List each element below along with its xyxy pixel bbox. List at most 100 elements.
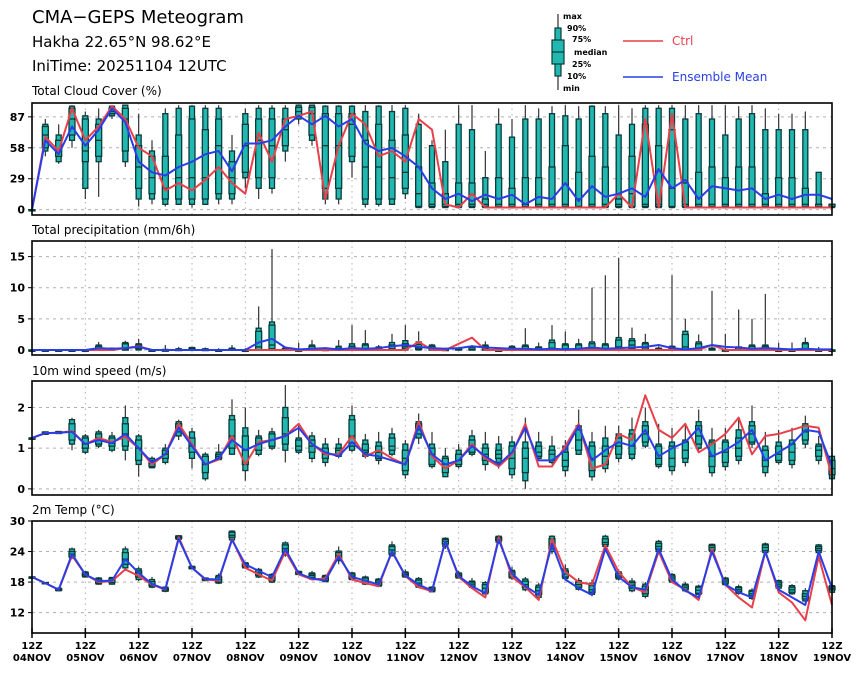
x-tick-date: 08NOV xyxy=(226,653,265,664)
ensemble-mean-line-wind xyxy=(31,424,833,467)
ensemble-box xyxy=(81,111,89,199)
ensemble-mean-line-precip xyxy=(32,337,832,351)
box-p25-p75 xyxy=(361,443,369,453)
x-tick-hour: 12Z xyxy=(181,641,202,652)
box-p25-p75 xyxy=(535,177,543,208)
ensemble-box xyxy=(748,318,756,351)
ensemble-box xyxy=(601,275,609,351)
ensemble-box xyxy=(735,419,743,465)
box-p25-p75 xyxy=(361,139,369,200)
y-tick-label: 1 xyxy=(17,442,25,455)
ensemble-box xyxy=(615,105,623,209)
legend-p75-label: 75% xyxy=(572,35,591,44)
y-tick-label: 0 xyxy=(17,483,25,496)
ensemble-box xyxy=(361,105,369,208)
ensemble-box xyxy=(308,431,316,463)
ensemble-box xyxy=(95,108,103,197)
ensemble-box xyxy=(575,106,583,209)
box-p25-p75 xyxy=(201,129,209,200)
x-tick-date: 17NOV xyxy=(706,653,745,664)
ensemble-box xyxy=(188,105,196,208)
x-tick-hour: 12Z xyxy=(21,641,42,652)
plot-frame-wind xyxy=(31,380,833,496)
ensemble-mean-line-cloud xyxy=(31,107,833,210)
x-tick-date: 12NOV xyxy=(440,653,479,664)
box-p25-p75 xyxy=(348,419,356,447)
x-tick-hour: 12Z xyxy=(288,641,309,652)
box-p25-p75 xyxy=(601,538,609,546)
ensemble-box xyxy=(761,108,769,209)
ensemble-box xyxy=(508,435,516,479)
ensemble-box xyxy=(775,113,783,209)
ensemble-box xyxy=(641,407,649,449)
x-tick-date: 18NOV xyxy=(760,653,799,664)
box-p25-p75 xyxy=(428,182,436,208)
ensemble-box xyxy=(281,385,289,463)
ensemble-box xyxy=(708,290,716,351)
box-p25-p75 xyxy=(721,177,729,208)
box-p25-p75 xyxy=(268,324,276,350)
legend-p10-label: 10% xyxy=(567,72,586,81)
box-p25-p75 xyxy=(628,433,636,455)
ensemble-box xyxy=(468,429,476,457)
box-p25-p75 xyxy=(375,123,383,200)
ensemble-box xyxy=(548,435,556,465)
panel-precip: 0 5 10 15 xyxy=(10,240,836,357)
x-tick-date: 13NOV xyxy=(493,653,532,664)
ensemble-box xyxy=(455,105,463,209)
y-tick-label: 12 xyxy=(10,607,25,620)
ensemble-box xyxy=(335,105,343,205)
box-p25-p75 xyxy=(735,437,743,457)
location-label: Hakha 22.65°N 98.62°E xyxy=(32,33,211,51)
panel-cloud: 0 29 58 87 xyxy=(10,102,836,217)
box-p25-p75 xyxy=(281,416,289,445)
x-tick-date: 07NOV xyxy=(173,653,212,664)
y-tick-label: 30 xyxy=(10,515,26,528)
ensemble-box xyxy=(255,105,263,199)
ensemble-box xyxy=(241,407,249,481)
x-tick-date: 06NOV xyxy=(120,653,159,664)
y-tick-label: 29 xyxy=(10,173,25,186)
ensemble-box xyxy=(121,104,129,167)
box-p25-p75 xyxy=(668,129,676,208)
box-p25-p75 xyxy=(735,166,743,208)
box-p25-p75 xyxy=(255,118,263,179)
panel-title-temp: 2m Temp (°C) xyxy=(32,503,115,517)
ensemble-box xyxy=(575,409,583,455)
legend-p90-label: 90% xyxy=(567,24,586,33)
ensemble-box xyxy=(175,105,183,205)
box-p25-p75 xyxy=(748,166,756,208)
ensemble-box xyxy=(668,427,676,475)
x-tick-date: 19NOV xyxy=(813,653,852,664)
ensemble-box xyxy=(481,151,489,209)
x-tick-hour: 12Z xyxy=(341,641,362,652)
boxes-wind xyxy=(28,385,836,489)
ensemble-box xyxy=(681,318,689,351)
panel-wind: 0 1 2 xyxy=(17,380,836,496)
box-p25-p75 xyxy=(575,171,583,208)
box-p25-p75 xyxy=(415,166,423,208)
ensemble-box xyxy=(561,105,569,209)
ensemble-box xyxy=(668,105,676,209)
x-tick-hour: 12Z xyxy=(395,641,416,652)
ensemble-box xyxy=(268,105,276,194)
x-tick-date: 05NOV xyxy=(66,653,105,664)
ensemble-box xyxy=(308,104,316,146)
box-p25-p75 xyxy=(521,177,529,208)
ensemble-box xyxy=(721,105,729,209)
box-p25-p75 xyxy=(815,445,823,457)
boxes-cloud xyxy=(28,104,836,212)
box-p25-p75 xyxy=(788,177,796,208)
ensemble-box xyxy=(161,108,169,207)
box-p10-p90 xyxy=(615,134,622,209)
plot-frame-cloud xyxy=(31,102,833,216)
box-p25-p75 xyxy=(615,198,623,208)
ensemble-box xyxy=(535,108,543,209)
legend-p25-label: 25% xyxy=(572,60,591,69)
x-tick-hour: 12Z xyxy=(555,641,576,652)
box-p25-p75 xyxy=(775,177,783,208)
box-p25-p75 xyxy=(268,118,276,179)
ensemble-box xyxy=(495,435,503,469)
ensemble-box xyxy=(375,431,383,465)
ensemble-box xyxy=(121,546,129,570)
